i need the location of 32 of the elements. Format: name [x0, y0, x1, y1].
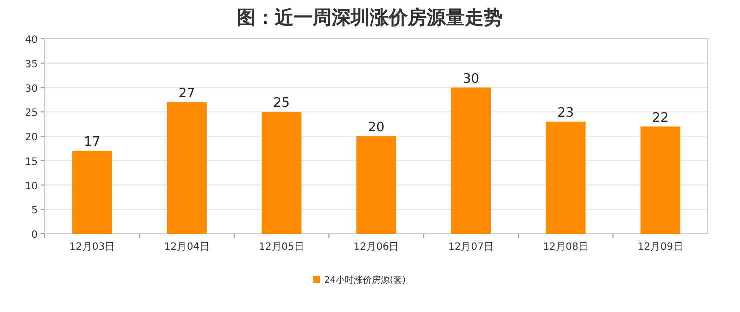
data-label: 20	[368, 120, 385, 136]
y-tick-label: 40	[25, 35, 38, 46]
data-label: 17	[84, 135, 101, 150]
x-tick-label: 12月03日	[70, 242, 116, 253]
y-tick-label: 35	[25, 59, 38, 70]
bar	[72, 151, 112, 234]
x-tick-label: 12月06日	[354, 242, 400, 253]
bar	[640, 126, 681, 234]
x-tick-label: 12月05日	[259, 242, 305, 253]
y-tick-label: 5	[32, 206, 38, 217]
y-tick-label: 20	[25, 132, 38, 144]
data-label: 22	[652, 110, 669, 126]
bar	[167, 102, 207, 234]
bar	[546, 122, 586, 234]
legend-label: 24小时涨价房源(套)	[324, 275, 406, 286]
bar	[356, 136, 396, 234]
chart-title: 图：近一周深圳涨价房源量走势	[237, 7, 503, 29]
data-label: 27	[178, 86, 196, 102]
y-tick-label: 10	[25, 181, 38, 192]
y-tick-label: 30	[25, 84, 38, 95]
data-label: 25	[274, 96, 290, 112]
bar	[262, 112, 302, 234]
x-tick-label: 12月04日	[164, 242, 210, 253]
y-tick-label: 0	[32, 230, 38, 241]
x-tick-label: 12月09日	[638, 242, 684, 253]
bar	[451, 88, 492, 234]
x-tick-label: 12月08日	[543, 242, 589, 253]
x-tick-label: 12月07日	[448, 242, 494, 253]
data-label: 30	[462, 72, 480, 87]
data-label: 23	[558, 106, 574, 121]
y-tick-label: 15	[25, 156, 38, 168]
y-tick-label: 25	[25, 108, 38, 120]
